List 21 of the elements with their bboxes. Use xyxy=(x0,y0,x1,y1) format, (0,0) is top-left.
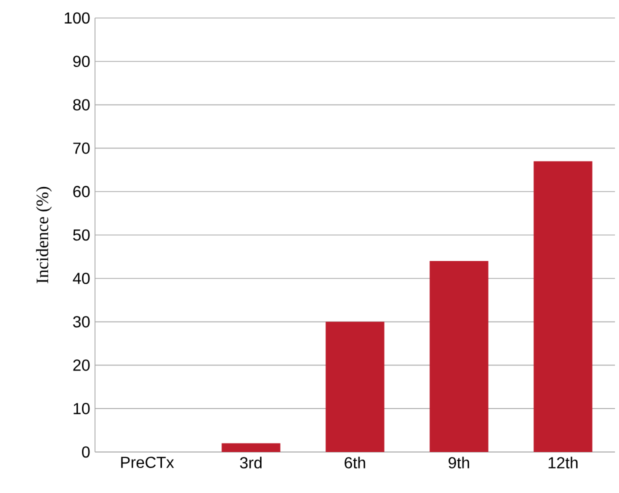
y-tick-label: 50 xyxy=(73,229,90,241)
bar xyxy=(534,161,592,452)
y-axis-title: Incidence (%) xyxy=(36,186,52,284)
y-tick-label: 30 xyxy=(73,316,90,328)
y-tick-label: 90 xyxy=(73,56,90,68)
y-tick-label: 0 xyxy=(82,446,90,458)
x-tick-label: 9th xyxy=(448,456,470,468)
y-tick-label: 10 xyxy=(74,402,90,414)
y-tick-label: 20 xyxy=(73,360,90,371)
y-tick-label: 60 xyxy=(73,186,90,198)
x-tick-label: 6th xyxy=(344,456,366,468)
bar xyxy=(430,261,488,452)
y-tick-label: 40 xyxy=(72,272,90,284)
x-tick-label: 12th xyxy=(548,456,578,468)
y-tick-label: 100 xyxy=(64,12,90,24)
bar xyxy=(222,443,280,452)
y-tick-label: 80 xyxy=(73,99,90,110)
y-tick-label: 70 xyxy=(73,142,90,154)
x-tick-label: 3rd xyxy=(240,456,262,468)
x-tick-label: PreCTx xyxy=(121,456,174,468)
bar xyxy=(326,322,384,452)
